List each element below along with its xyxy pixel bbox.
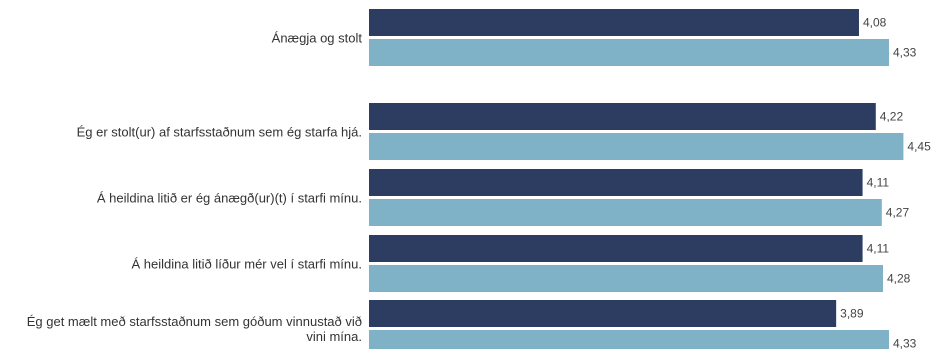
category-label-2: Ég er stolt(ur) af starfsstaðnum sem ég … (76, 124, 362, 139)
category-label-4: Á heildina litið líður mér vel í starfi … (131, 256, 362, 271)
data-label-2-2: 4,45 (907, 140, 931, 154)
data-label-1-2: 4,22 (880, 110, 904, 124)
data-label-1-3: 4,11 (867, 176, 890, 190)
bar-2-5 (369, 330, 889, 354)
bar-2-3 (369, 199, 882, 226)
data-label-1-1: 4,08 (863, 16, 887, 30)
bar-2-4 (369, 265, 883, 292)
data-label-2-5: 4,33 (893, 337, 917, 350)
category-label-1: Ánægja og stolt (271, 30, 362, 45)
data-label-2-4: 4,28 (887, 272, 911, 286)
data-label-2-1: 4,33 (893, 46, 917, 60)
bar-1-4 (369, 235, 863, 262)
data-label-1-4: 4,11 (867, 242, 890, 256)
bar-1-5 (369, 300, 837, 327)
category-label-5: Ég get mælt með starfsstaðnum sem góðum … (26, 313, 362, 344)
bar-1-1 (369, 9, 859, 36)
data-label-2-3: 4,27 (886, 206, 910, 220)
bar-1-3 (369, 169, 863, 196)
bar-1-2 (369, 103, 876, 130)
category-label-3: Á heildina litið er ég ánægð(ur)(t) í st… (96, 190, 362, 205)
bar-2-1 (369, 39, 889, 66)
bar-2-2 (369, 133, 904, 160)
data-label-1-5: 3,89 (840, 307, 864, 321)
